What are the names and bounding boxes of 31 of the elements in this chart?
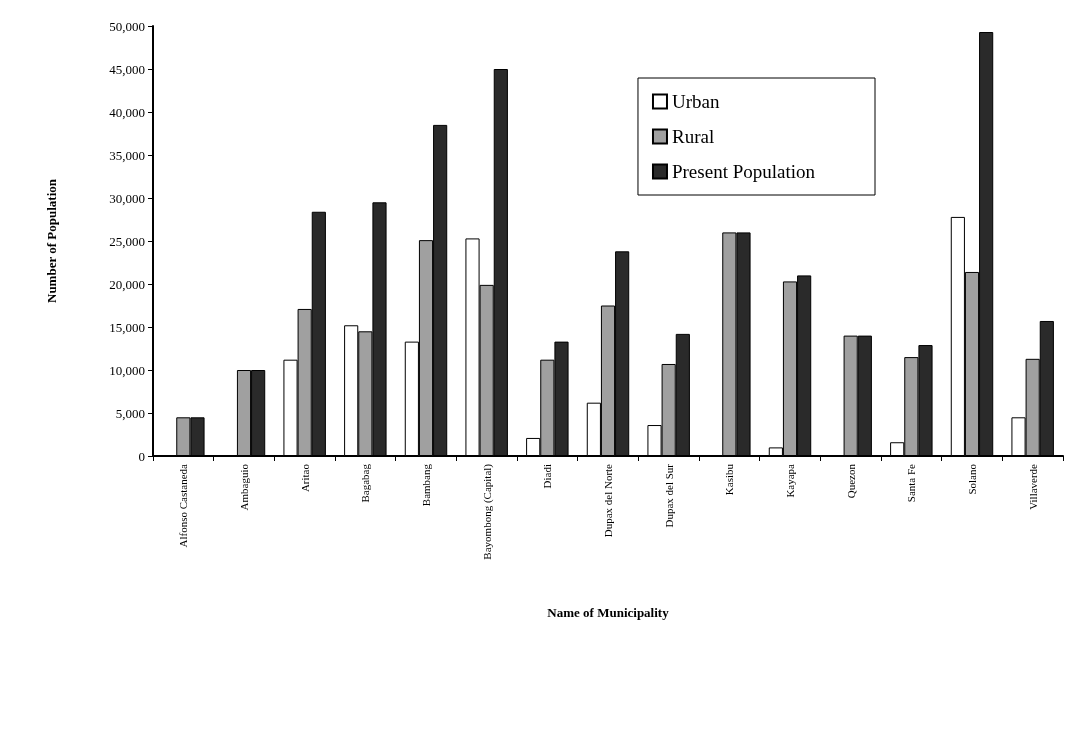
x-tick-label: Solano	[966, 463, 978, 495]
x-tick-label: Diadi	[541, 464, 554, 489]
y-tick-label: 10,000	[109, 362, 145, 378]
x-tick-label: Quezon	[844, 463, 857, 499]
x-tick-label: Bambang	[420, 463, 432, 507]
x-axis-title: Name of Municipality	[547, 605, 670, 620]
y-tick-label: 45,000	[109, 61, 145, 77]
y-tick-label: 40,000	[109, 104, 145, 120]
x-tick-label: Ambaguio	[238, 463, 250, 511]
x-tick-label: Dupax del Norte	[602, 463, 614, 538]
y-tick-label: 5,000	[115, 405, 145, 421]
y-axis-title: Number of Population	[44, 178, 59, 303]
y-tick-label: 0	[138, 448, 145, 464]
x-tick-label: Aritao	[298, 463, 311, 493]
x-tick-label: Kayapa	[784, 463, 796, 498]
x-tick-label: Bayombong (Capital)	[480, 463, 494, 560]
legend-label: Urban	[671, 91, 720, 112]
x-tick-label: Alfonso Castaneda	[177, 463, 190, 548]
y-tick-label: 35,000	[109, 147, 145, 163]
y-tick-label: 50,000	[109, 18, 145, 34]
legend-label: Rural	[671, 126, 715, 147]
legend-label: Present Population	[671, 161, 816, 182]
y-tick-label: 25,000	[109, 233, 145, 249]
y-tick-label: 20,000	[109, 276, 145, 292]
x-tick-label: Dupax del Sur	[662, 463, 675, 528]
x-tick-label: Santa Fe	[905, 463, 918, 503]
y-tick-label: 15,000	[109, 319, 145, 335]
x-tick-label: Bagabag	[359, 463, 372, 503]
x-tick-label: Villaverde	[1026, 463, 1039, 510]
y-tick-label: 30,000	[109, 190, 145, 206]
x-tick-label: Kasibu	[723, 463, 736, 496]
